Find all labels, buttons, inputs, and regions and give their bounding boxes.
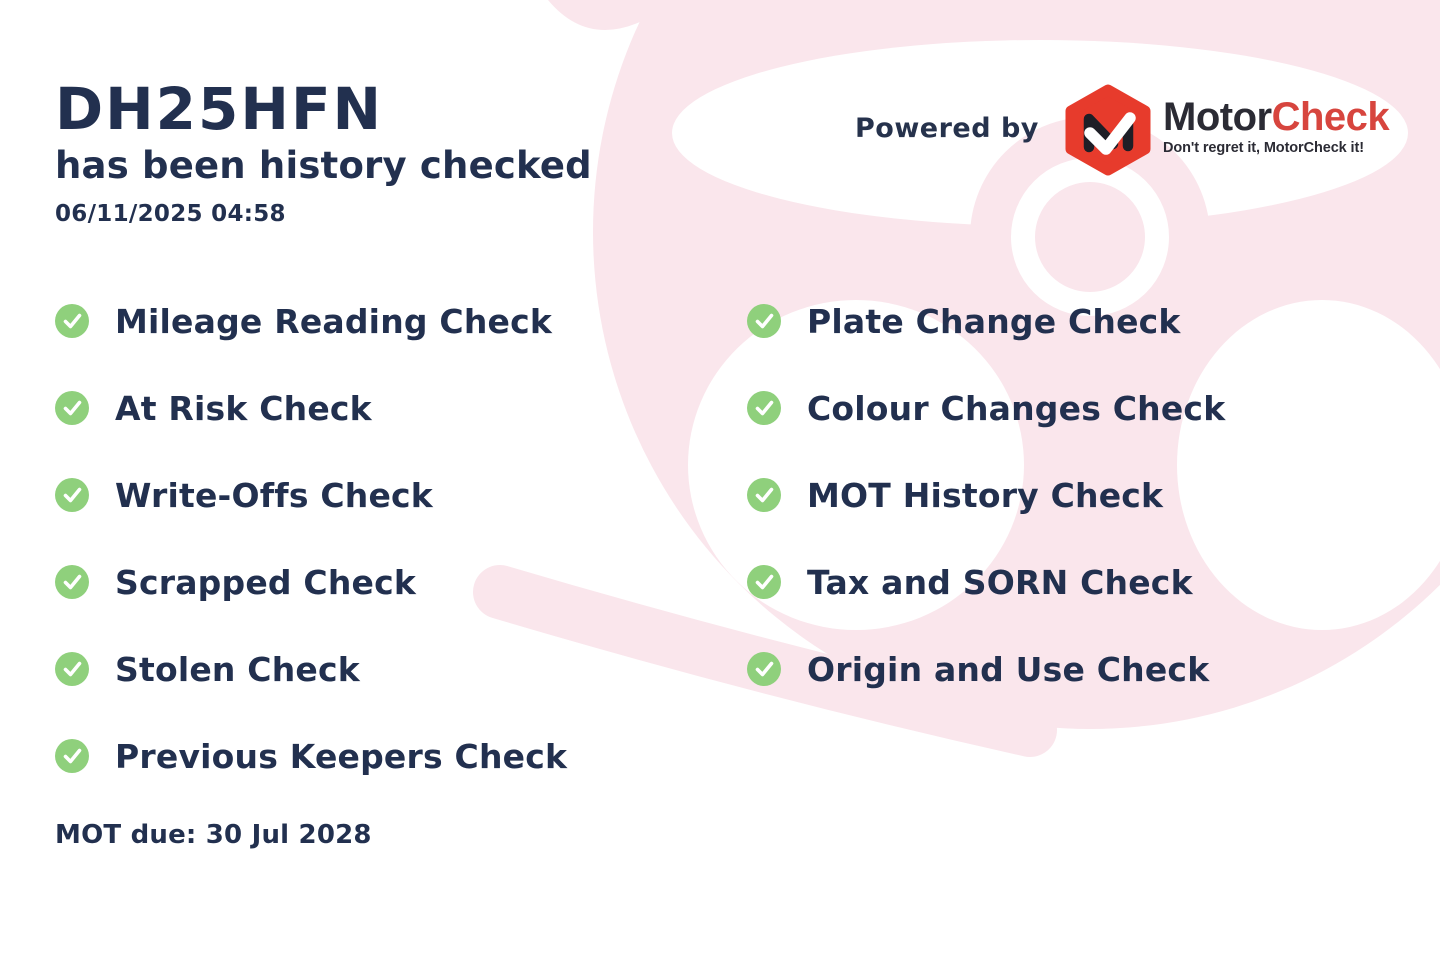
mot-due-date: MOT due: 30 Jul 2028 xyxy=(55,820,372,850)
motorcheck-wordmark: MotorCheck Don't regret it, MotorCheck i… xyxy=(1163,95,1390,156)
list-item: Plate Change Check xyxy=(747,296,1225,346)
green-check-icon xyxy=(747,652,781,686)
list-item: Origin and Use Check xyxy=(747,644,1225,694)
green-check-icon xyxy=(55,478,89,512)
list-item: Write-Offs Check xyxy=(55,470,567,520)
green-check-icon xyxy=(55,565,89,599)
check-item-label: Mileage Reading Check xyxy=(115,301,553,341)
registration-plate: DH25HFN xyxy=(55,75,384,143)
checklist-right-column: Plate Change Check Colour Changes Check … xyxy=(747,296,1225,731)
brand-tagline: Don't regret it, MotorCheck it! xyxy=(1163,140,1364,156)
check-item-label: Stolen Check xyxy=(115,649,360,689)
green-check-icon xyxy=(747,304,781,338)
list-item: Tax and SORN Check xyxy=(747,557,1225,607)
check-item-label: Previous Keepers Check xyxy=(115,736,568,776)
check-item-label: Scrapped Check xyxy=(115,562,417,602)
list-item: Previous Keepers Check xyxy=(55,731,567,781)
check-item-label: Colour Changes Check xyxy=(807,388,1226,428)
check-timestamp: 06/11/2025 04:58 xyxy=(55,200,286,227)
brand-name-motor: Motor xyxy=(1163,95,1272,139)
green-check-icon xyxy=(55,652,89,686)
list-item: Colour Changes Check xyxy=(747,383,1225,433)
list-item: MOT History Check xyxy=(747,470,1225,520)
check-item-label: Tax and SORN Check xyxy=(807,562,1193,602)
green-check-icon xyxy=(747,478,781,512)
report-header: DH25HFN has been history checked 06/11/2… xyxy=(55,80,592,227)
checklist-left-column: Mileage Reading Check At Risk Check Writ… xyxy=(55,296,567,818)
green-check-icon xyxy=(747,391,781,425)
brand-name: MotorCheck xyxy=(1163,95,1390,139)
green-check-icon xyxy=(747,565,781,599)
check-item-label: MOT History Check xyxy=(807,475,1164,515)
check-item-label: Plate Change Check xyxy=(807,301,1181,341)
report-subtitle: has been history checked xyxy=(55,144,592,187)
brand-name-check: Check xyxy=(1271,95,1390,139)
check-item-label: At Risk Check xyxy=(115,388,372,428)
green-check-icon xyxy=(55,391,89,425)
list-item: At Risk Check xyxy=(55,383,567,433)
green-check-icon xyxy=(55,304,89,338)
green-check-icon xyxy=(55,739,89,773)
check-item-label: Origin and Use Check xyxy=(807,649,1210,689)
powered-by-label: Powered by xyxy=(855,113,1039,144)
check-item-label: Write-Offs Check xyxy=(115,475,433,515)
list-item: Scrapped Check xyxy=(55,557,567,607)
motorcheck-logo-icon xyxy=(1065,84,1151,176)
list-item: Stolen Check xyxy=(55,644,567,694)
list-item: Mileage Reading Check xyxy=(55,296,567,346)
